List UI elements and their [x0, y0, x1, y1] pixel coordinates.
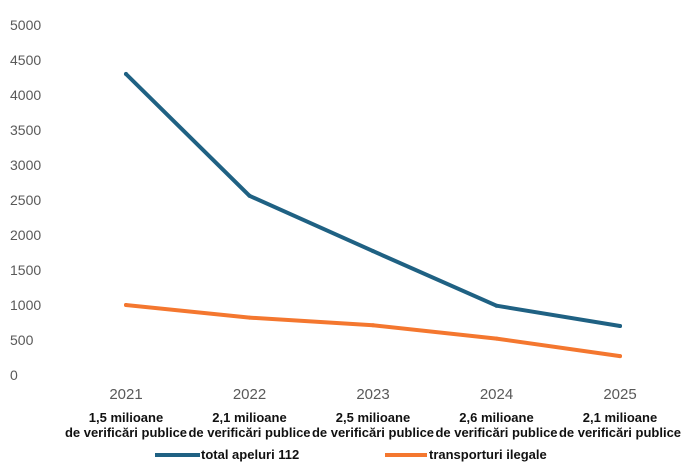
y-tick-label-1500: 1500	[10, 262, 41, 278]
annotation-2025-line-1: 2,1 milioane	[583, 410, 657, 425]
y-tick-label-0: 0	[10, 367, 18, 383]
series-1-point-2024	[494, 303, 499, 308]
annotation-2021-line-2: de verificări publice	[65, 425, 187, 440]
series-1-point-2025	[618, 324, 622, 328]
annotation-2022-line-2: de verificări publice	[188, 425, 310, 440]
y-tick-label-4000: 4000	[10, 87, 41, 103]
y-tick-label-1000: 1000	[10, 297, 41, 313]
series-line-1	[124, 72, 622, 328]
annotation-2024-line-1: 2,6 milioane	[459, 410, 533, 425]
x-tick-label-2024: 2024	[480, 386, 513, 403]
x-tick-label-2022: 2022	[233, 386, 266, 403]
x-tick-label-2021: 2021	[109, 386, 142, 403]
y-tick-label-3500: 3500	[10, 122, 41, 138]
series-1-point-2021	[124, 72, 128, 76]
y-tick-label-2000: 2000	[10, 227, 41, 243]
series-1-point-2022	[247, 193, 252, 198]
y-tick-label-5000: 5000	[10, 17, 41, 33]
series-2-point-2024	[494, 336, 499, 341]
series-2-point-2025	[618, 354, 622, 359]
annotation-2023-line-1: 2,5 milioane	[336, 410, 410, 425]
x-tick-label-2023: 2023	[356, 386, 389, 403]
annotation-2021-line-1: 1,5 milioane	[89, 410, 163, 425]
y-tick-label-3000: 3000	[10, 157, 41, 173]
series-2-point-2023	[371, 323, 375, 328]
annotation-2025-line-2: de verificări publice	[559, 425, 681, 440]
legend-label-2: transporturi ilegale	[429, 447, 547, 462]
annotation-2022-line-1: 2,1 milioane	[212, 410, 286, 425]
annotation-2023-line-2: de verificări publice	[312, 425, 434, 440]
series-2-point-2021	[124, 303, 128, 307]
x-tick-label-2025: 2025	[603, 386, 636, 403]
y-tick-label-4500: 4500	[10, 52, 41, 68]
y-tick-label-2500: 2500	[10, 192, 41, 208]
legend-label-1: total apeluri 112	[201, 447, 299, 462]
y-tick-label-500: 500	[10, 332, 34, 348]
series-1-point-2023	[371, 249, 375, 254]
series-2-point-2022	[247, 315, 252, 320]
annotation-2024-line-2: de verificări publice	[435, 425, 557, 440]
